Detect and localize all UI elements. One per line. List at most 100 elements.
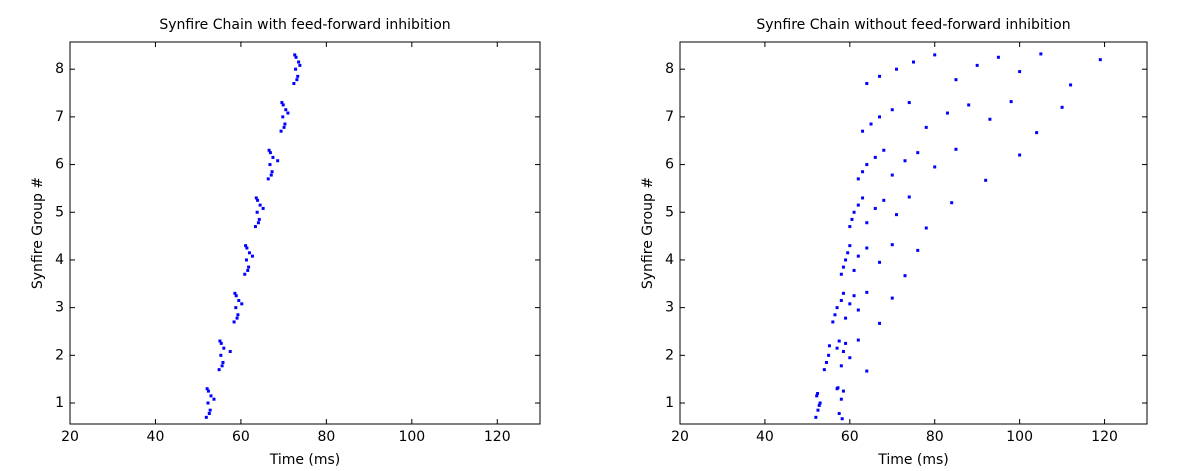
spike (294, 67, 298, 71)
spike (856, 254, 860, 258)
spike (270, 170, 274, 174)
x-tick-label: 100 (398, 429, 425, 445)
x-tick-label: 80 (317, 429, 335, 445)
spike (816, 408, 820, 412)
spike (1009, 100, 1013, 104)
spike (234, 306, 238, 310)
spike (841, 291, 845, 295)
spike (865, 290, 869, 294)
spike (209, 394, 213, 398)
y-tick-label: 8 (665, 61, 674, 77)
spike (235, 316, 239, 320)
spike (827, 353, 831, 357)
spike (236, 313, 240, 317)
spike (856, 308, 860, 312)
spike (831, 320, 835, 324)
spike (281, 103, 285, 107)
spike (815, 394, 819, 398)
axes-frame (69, 41, 541, 425)
spike (848, 356, 852, 360)
spike (837, 412, 841, 416)
y-tick-label: 7 (55, 109, 64, 125)
spike (266, 177, 270, 181)
spike (856, 203, 860, 207)
spike (234, 294, 238, 298)
spike (844, 316, 848, 320)
axes-frame (679, 41, 1148, 425)
spike (907, 101, 911, 105)
y-tick-label: 4 (665, 252, 674, 268)
spike (255, 210, 259, 214)
spike (865, 246, 869, 250)
spike (890, 173, 894, 177)
spike (865, 163, 869, 167)
spike (852, 294, 856, 298)
spike (865, 369, 869, 373)
x-tick-label: 20 (671, 429, 689, 445)
spike (912, 60, 915, 64)
spike (916, 151, 920, 155)
spike (839, 364, 843, 368)
spike (852, 268, 856, 272)
spike (967, 103, 971, 107)
y-tick-label: 6 (55, 157, 64, 173)
spike (245, 246, 249, 250)
spike (869, 122, 873, 126)
spike (903, 274, 907, 278)
spike (848, 225, 852, 229)
spike (996, 55, 1000, 59)
spike (280, 101, 284, 105)
spike (861, 129, 865, 133)
spike (844, 258, 848, 262)
spike (817, 403, 821, 407)
spike (233, 291, 237, 295)
spike (297, 60, 301, 64)
spike (824, 360, 828, 364)
x-tick-label: 80 (926, 429, 944, 445)
y-tick-label: 2 (55, 347, 64, 363)
spike (878, 260, 882, 264)
spike (244, 244, 248, 248)
x-tick-label: 60 (841, 429, 859, 445)
spike (903, 159, 907, 163)
y-tick-label: 5 (55, 204, 64, 220)
spike (296, 74, 300, 78)
x-tick-label: 40 (756, 429, 774, 445)
spike (890, 296, 894, 300)
x-tick-label: 100 (1006, 429, 1033, 445)
spike (256, 221, 260, 225)
y-tick-label: 6 (665, 157, 674, 173)
chart-title: Synfire Chain with feed-forward inhibiti… (159, 17, 450, 33)
x-axis-label: Time (ms) (269, 452, 341, 468)
spike (833, 313, 837, 317)
y-axis-label: Synfire Group # (30, 177, 46, 289)
spike (975, 63, 979, 67)
spike (232, 320, 236, 324)
spike (217, 368, 221, 372)
spike (261, 206, 265, 210)
spike (269, 173, 273, 177)
y-tick-label: 1 (665, 395, 674, 411)
spike (1039, 52, 1043, 56)
spike (835, 306, 839, 310)
spike (814, 415, 818, 419)
spike (246, 268, 250, 272)
spike (256, 198, 260, 202)
y-tick-label: 3 (665, 300, 674, 316)
spike (841, 265, 845, 269)
spike (837, 339, 841, 343)
spike (295, 78, 299, 82)
spike (219, 353, 223, 357)
spike (861, 170, 865, 174)
spike (895, 67, 899, 71)
spike (839, 397, 843, 401)
spike (835, 346, 839, 350)
spike (822, 368, 826, 372)
spike (861, 196, 865, 200)
spike (916, 248, 920, 252)
spike (878, 74, 882, 78)
spike (1035, 131, 1039, 135)
spike (271, 155, 275, 159)
spike (850, 217, 854, 221)
